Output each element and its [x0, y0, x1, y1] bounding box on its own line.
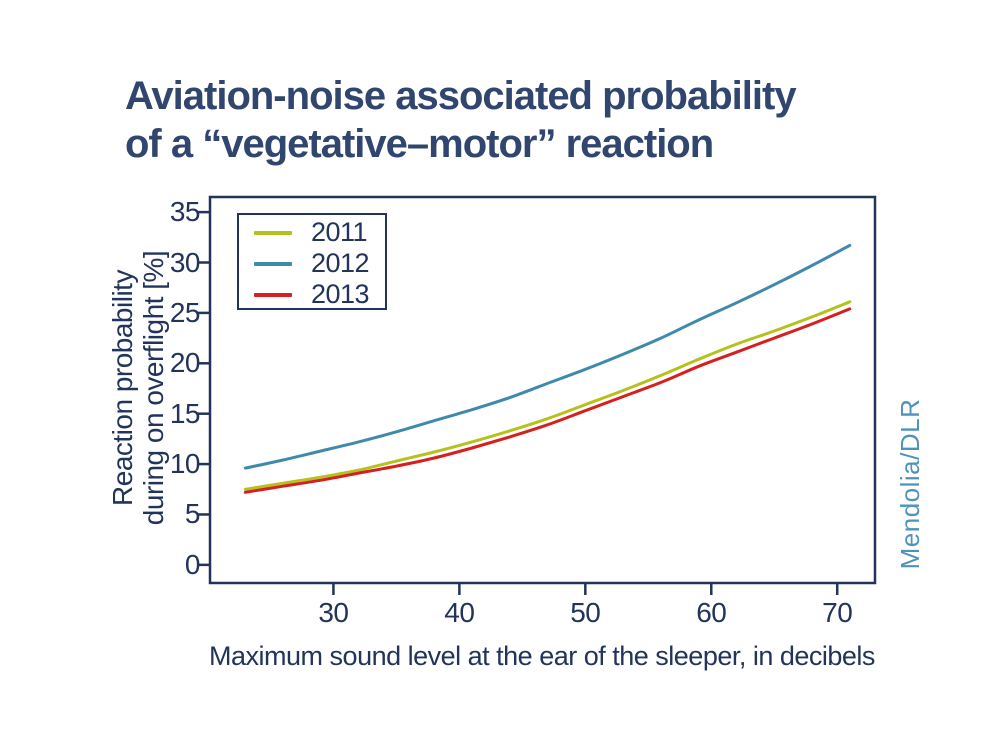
legend-label: 2012 — [311, 248, 370, 278]
series-line-2011 — [243, 300, 852, 491]
title-line-1: Aviation-noise associated probability — [125, 74, 797, 118]
legend-swatch — [254, 292, 292, 297]
x-tick-label: 70 — [822, 597, 853, 628]
series-line-2013 — [243, 307, 852, 494]
y-tick-label: 20 — [169, 347, 201, 379]
y-tick-label: 35 — [169, 196, 201, 228]
y-axis-title-line-2: during on overflight [%] — [138, 250, 169, 526]
legend-item-2011: 2011 — [239, 217, 385, 248]
x-tick-label: 40 — [444, 597, 475, 628]
chart-title: Aviation-noise associated probability of… — [125, 72, 797, 168]
credit-vertical: Mendolia/DLR — [895, 398, 925, 570]
y-tick-label: 25 — [169, 296, 201, 328]
x-tick-label: 30 — [318, 597, 349, 628]
y-tick-label: 10 — [169, 448, 201, 480]
y-tick-label: 15 — [169, 397, 201, 429]
series-line-2012 — [243, 243, 852, 470]
plot-frame — [208, 195, 877, 585]
line-chart — [198, 195, 877, 595]
y-tick-label: 30 — [169, 246, 201, 278]
title-line-2: of a “vegetative–motor” reaction — [125, 122, 714, 166]
legend-swatch — [254, 261, 292, 266]
legend-item-2013: 2013 — [239, 279, 385, 310]
x-tick-label: 50 — [570, 597, 601, 628]
legend-label: 2013 — [311, 279, 370, 309]
legend-swatch — [254, 230, 292, 235]
legend: 2011 2012 2013 — [237, 213, 387, 310]
legend-label: 2011 — [311, 217, 368, 247]
y-tick-label: 0 — [184, 548, 201, 580]
x-axis-title: Maximum sound level at the ear of the sl… — [209, 641, 875, 671]
legend-item-2012: 2012 — [239, 248, 385, 279]
x-tick-label: 60 — [696, 597, 727, 628]
y-tick-label: 5 — [184, 498, 201, 530]
